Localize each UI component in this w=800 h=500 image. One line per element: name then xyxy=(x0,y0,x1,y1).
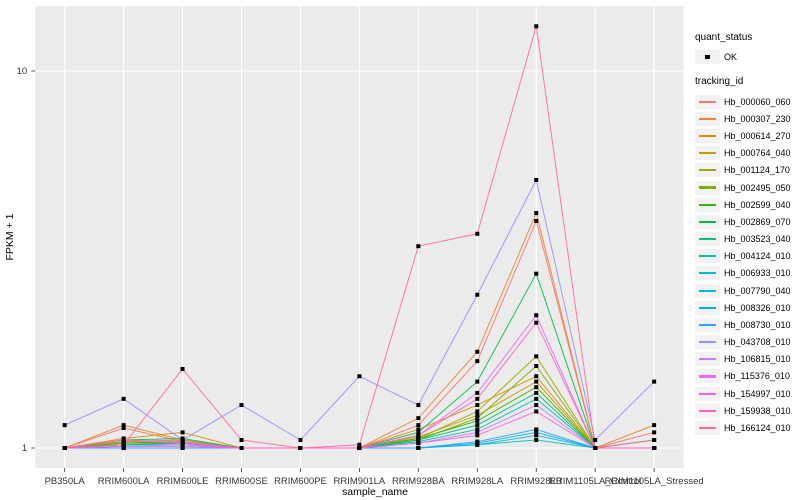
svg-text:10: 10 xyxy=(17,66,28,77)
svg-text:RRIM928LA: RRIM928LA xyxy=(451,476,503,487)
svg-text:RRIM1105LA_Stressed: RRIM1105LA_Stressed xyxy=(605,476,704,487)
svg-text:1: 1 xyxy=(22,443,27,454)
svg-text:RRIM600SE: RRIM600SE xyxy=(215,476,268,487)
svg-text:RRIM600PE: RRIM600PE xyxy=(274,476,327,487)
svg-text:RRIM600LE: RRIM600LE xyxy=(157,476,209,487)
svg-text:RRIM600LA: RRIM600LA xyxy=(98,476,150,487)
svg-text:PB350LA: PB350LA xyxy=(45,476,86,487)
